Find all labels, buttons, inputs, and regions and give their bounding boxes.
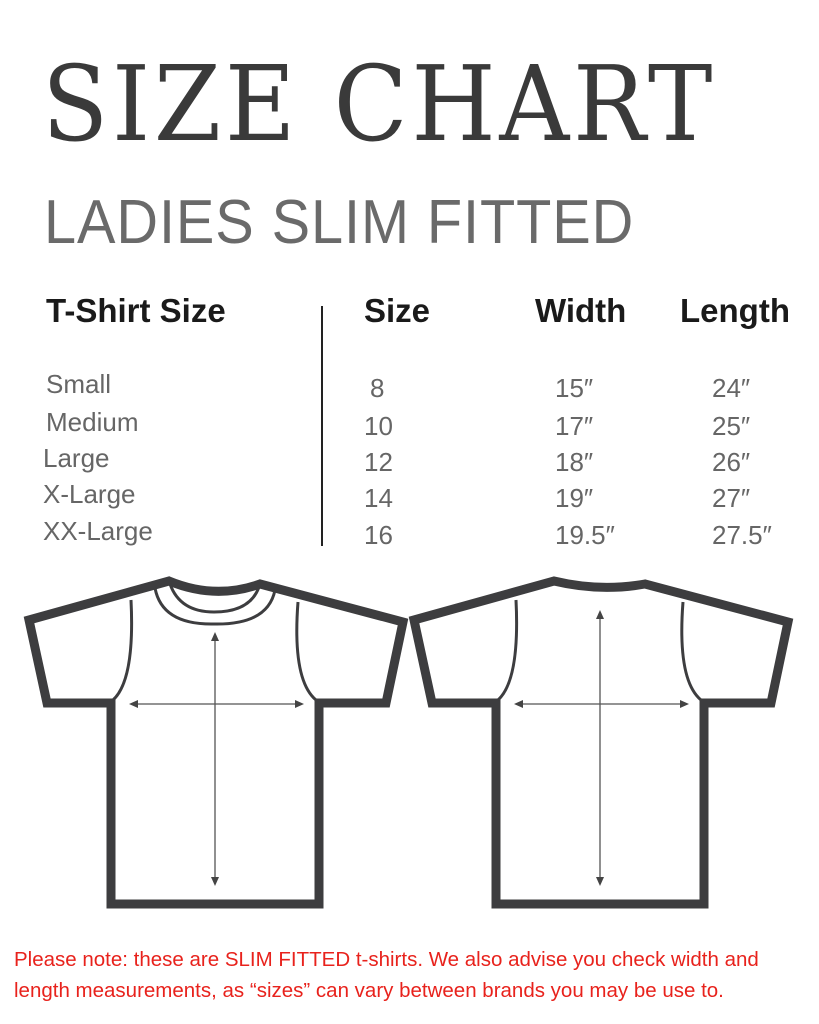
cell-size: 8 [370, 373, 385, 403]
cell-size: 14 [364, 483, 393, 513]
cell-width: 17″ [555, 411, 594, 441]
page-title: SIZE CHART [42, 43, 717, 165]
t-shirt-diagrams [23, 576, 794, 909]
t-shirt-front-icon [23, 576, 409, 909]
cell-name: X-Large [43, 479, 136, 509]
cell-name: XX-Large [43, 516, 153, 546]
cell-name: Small [46, 369, 112, 399]
table-divider [321, 306, 323, 546]
cell-length: 25″ [712, 411, 751, 441]
cell-size: 10 [364, 411, 393, 441]
slim-fit-note: Please note: these are SLIM FITTED t-shi… [14, 948, 759, 1002]
header-length: Length [680, 292, 790, 329]
cell-length: 27.5″ [712, 520, 772, 550]
header-width: Width [535, 292, 627, 329]
page-subtitle: LADIES SLIM FITTED [44, 188, 635, 257]
cell-name: Large [43, 443, 110, 473]
cell-name: Medium [46, 407, 139, 437]
cell-length: 27″ [712, 483, 751, 513]
cell-width: 19.5″ [555, 520, 615, 550]
cell-size: 16 [364, 520, 393, 550]
cell-width: 15″ [555, 373, 594, 403]
cell-length: 26″ [712, 447, 751, 477]
t-shirt-back-icon [408, 576, 794, 909]
cell-width: 19″ [555, 483, 594, 513]
cell-length: 24″ [712, 373, 751, 403]
header-tshirt-size: T-Shirt Size [46, 292, 226, 329]
cell-width: 18″ [555, 447, 594, 477]
cell-size: 12 [364, 447, 393, 477]
header-size: Size [364, 292, 431, 329]
